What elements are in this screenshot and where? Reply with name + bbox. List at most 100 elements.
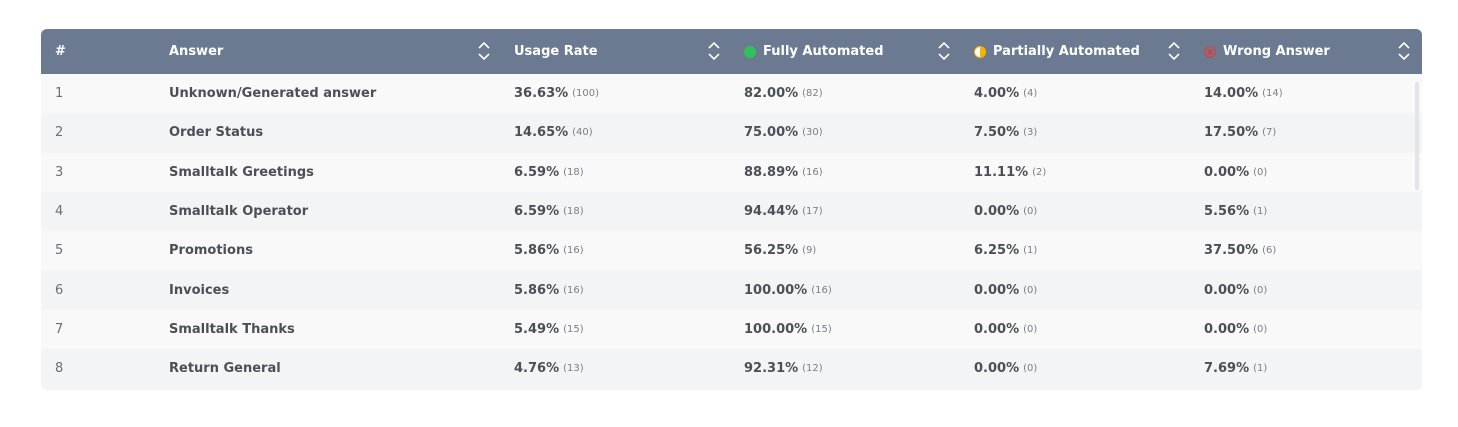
partially-automated-icon [974,45,986,58]
cell-partial-value: 0.00% [974,282,1020,298]
cell-index: 1 [55,74,63,113]
cell-fully-value: 94.44% [744,204,799,220]
cell-index: 7 [55,310,63,349]
header-wrong[interactable]: Wrong Answer [1204,29,1330,74]
cell-usage: 36.63% (100) [514,74,599,113]
cell-answer: Order Status [169,113,263,152]
cell-fully-count: (15) [811,323,832,335]
cell-answer: Invoices [169,270,229,309]
cell-wrong-value: 14.00% [1204,86,1259,102]
cell-partial: 0.00% (0) [974,310,1037,349]
answers-table: # Answer Usage Rate Fully Automated Part… [41,29,1422,390]
cell-fully-value: 92.31% [744,361,799,377]
cell-index-value: 2 [55,125,64,141]
sort-answer-icon[interactable] [477,40,491,62]
cell-fully-value: 56.25% [744,243,799,259]
cell-fully-count: (9) [802,245,817,257]
cell-answer-value: Promotions [169,243,253,259]
table-row[interactable]: 3 Smalltalk Greetings 6.59% (18) 88.89% (16) 1… [41,152,1422,192]
cell-partial-count: (1) [1023,245,1038,257]
sort-partial-icon[interactable] [1167,40,1181,62]
table-row[interactable]: 8 Return General 4.76% (13) 92.31% (12) 0.00%(… [41,349,1422,389]
cell-index-value: 7 [55,321,64,337]
cell-wrong: 37.50% (6) [1204,231,1276,270]
cell-answer-value: Return General [169,361,281,377]
cell-usage: 5.86% (16) [514,270,584,309]
cell-partial: 6.25% (1) [974,231,1037,270]
cell-answer-value: Unknown/Generated answer [169,86,377,102]
table-row[interactable]: 4 Smalltalk Operator 6.59% (18) 94.44% (17) 0.… [41,191,1422,232]
cell-answer-value: Smalltalk Thanks [169,321,295,337]
cell-partial-value: 0.00% [974,204,1020,220]
cell-usage-count: (16) [563,245,584,257]
cell-wrong: 7.69% (1) [1204,349,1267,388]
cell-usage: 5.49% (15) [514,310,584,349]
cell-fully-value: 100.00% [744,321,808,337]
header-index-label: # [55,44,66,59]
cell-wrong-count: (1) [1253,363,1268,375]
cell-partial-count: (0) [1023,323,1038,335]
cell-fully-count: (17) [802,206,823,218]
cell-usage-value: 5.86% [514,282,560,298]
cell-partial-count: (0) [1023,206,1038,218]
cell-answer: Unknown/Generated answer [169,74,376,113]
cell-wrong: 0.00% (0) [1204,153,1267,192]
cell-usage-value: 5.49% [514,321,560,337]
cell-usage: 6.59% (18) [514,192,584,231]
cell-usage-count: (15) [563,323,584,335]
cell-wrong-value: 5.56% [1204,204,1250,220]
cell-wrong-value: 0.00% [1204,282,1250,298]
table-row[interactable]: 7 Smalltalk Thanks 5.49% (15) 100.00% (15) 0.0… [41,309,1422,350]
cell-answer-value: Smalltalk Operator [169,204,309,220]
cell-fully-count: (16) [802,166,823,178]
cell-usage-value: 36.63% [514,86,569,102]
cell-wrong-value: 37.50% [1204,243,1259,259]
cell-partial-count: (0) [1023,363,1038,375]
cell-index-value: 3 [55,164,64,180]
header-partial[interactable]: Partially Automated [974,29,1140,74]
cell-partial: 0.00% (0) [974,192,1037,231]
cell-fully-value: 82.00% [744,86,799,102]
cell-usage-count: (16) [563,284,584,296]
sort-fully-icon[interactable] [937,40,951,62]
cell-fully-count: (16) [811,284,832,296]
cell-wrong-count: (14) [1262,88,1283,100]
header-fully[interactable]: Fully Automated [744,29,884,74]
cell-fully: 56.25% (9) [744,231,816,270]
cell-index: 5 [55,231,63,270]
cell-usage: 6.59% (18) [514,153,584,192]
table-row[interactable]: 6 Invoices 5.86% (16) 100.00% (16) 0.00% (0) 0.0… [41,270,1422,310]
cell-fully: 82.00% (82) [744,74,823,113]
cell-answer: Smalltalk Operator [169,192,308,231]
cell-partial: 0.00% (0) [974,270,1037,309]
cell-index: 4 [55,192,63,231]
table-row[interactable]: 5 Promotions 5.86% (16) 56.25% (9) 6.25% (1) 37.… [41,231,1422,271]
cell-partial-value: 6.25% [974,243,1020,259]
cell-answer-value: Invoices [169,282,230,298]
cell-partial: 0.00% (0) [974,349,1037,388]
cell-wrong-value: 7.69% [1204,361,1250,377]
cell-index-value: 6 [55,282,64,298]
cell-fully-value: 75.00% [744,125,799,141]
cell-usage-value: 6.59% [514,164,560,180]
table-row[interactable]: 1 Unknown/Generated answer 36.63% (100) 82.0… [41,74,1422,114]
table-scrollbar[interactable] [1415,82,1419,190]
cell-usage: 4.76% (13) [514,349,584,388]
header-partial-label: Partially Automated [993,44,1140,59]
header-usage[interactable]: Usage Rate [514,29,598,74]
cell-wrong-value: 0.00% [1204,321,1250,337]
cell-wrong-count: (7) [1262,127,1277,139]
cell-fully-value: 88.89% [744,164,799,180]
header-answer[interactable]: Answer [169,29,223,74]
cell-wrong-count: (0) [1253,284,1268,296]
cell-partial-count: (4) [1023,88,1038,100]
cell-partial-count: (0) [1023,284,1038,296]
sort-usage-icon[interactable] [707,40,721,62]
table-row[interactable]: 2 Order Status 14.65% (40) 75.00% (30) 7.50% (3… [41,113,1422,153]
table-body: 1 Unknown/Generated answer 36.63% (100) 82.0… [41,74,1422,389]
header-answer-label: Answer [169,44,224,59]
cell-usage-count: (100) [572,88,600,100]
cell-fully-value: 100.00% [744,282,808,298]
sort-wrong-icon[interactable] [1397,40,1411,62]
cell-wrong: 0.00% (0) [1204,270,1267,309]
